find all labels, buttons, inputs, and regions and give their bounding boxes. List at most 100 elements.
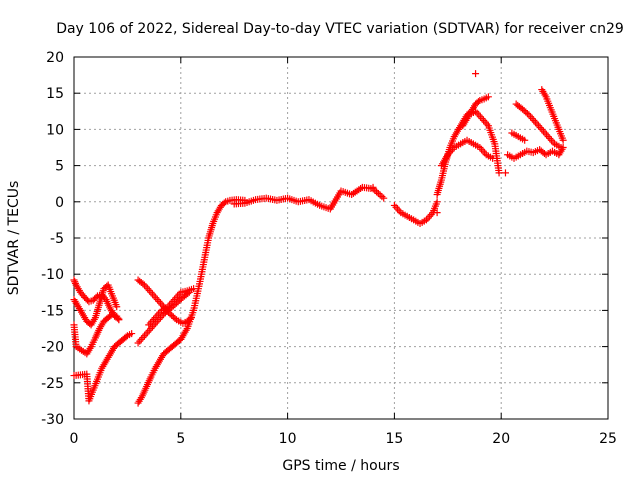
series-late-tail: [504, 144, 567, 162]
series-early-rise: [70, 330, 136, 405]
data-point-fill: [392, 203, 400, 211]
data-point: [380, 194, 388, 202]
y-axis: -30 -25 -20 -15 -10 -5 0 5 10 15 20: [41, 50, 608, 428]
data-point: [128, 330, 136, 338]
data-point-fill: [378, 193, 386, 201]
data-point-fill: [547, 136, 555, 144]
data-point: [433, 198, 441, 206]
data-point-fill: [473, 109, 481, 117]
y-axis-label: SDTVAR / TECUs: [6, 181, 22, 296]
x-axis-label: GPS time / hours: [282, 458, 399, 474]
data-point-fill: [376, 191, 384, 199]
x-axis: 0 5 10 15 20 25: [70, 57, 617, 447]
y-tick-label: 20: [46, 50, 64, 66]
data-point-fill: [535, 122, 543, 130]
data-points: [70, 70, 567, 407]
series-late-arc: [459, 107, 503, 177]
data-point-fill: [541, 129, 549, 137]
data-point-fill: [145, 286, 153, 294]
x-tick-label: 25: [599, 431, 617, 447]
x-tick-label: 15: [385, 431, 403, 447]
data-point: [134, 339, 142, 347]
series-dip: [390, 198, 441, 228]
data-point-fill: [394, 205, 402, 213]
series-outliers: [369, 70, 509, 217]
data-point: [390, 201, 398, 209]
data-point-fill: [527, 113, 535, 121]
chart-title: Day 106 of 2022, Sidereal Day-to-day VTE…: [56, 21, 624, 37]
data-point-fill: [144, 285, 152, 293]
y-tick-label: 15: [46, 86, 64, 102]
data-point-fill: [220, 199, 228, 207]
data-point-fill: [155, 297, 163, 305]
data-point-fill: [137, 335, 145, 343]
y-tick-label: -20: [41, 340, 64, 356]
series-late-upper-b: [512, 100, 565, 151]
data-point-fill: [481, 118, 489, 126]
series-late-upper-c: [538, 86, 567, 144]
grid: [74, 57, 608, 419]
data-point: [478, 115, 486, 123]
data-point: [557, 144, 565, 151]
x-tick-label: 20: [492, 431, 510, 447]
data-point-fill: [374, 189, 382, 197]
x-tick-label: 10: [279, 431, 297, 447]
data-point-fill: [142, 283, 150, 291]
data-point: [501, 169, 509, 177]
data-point: [153, 296, 161, 304]
series-rise-a: [134, 335, 185, 407]
data-point-fill: [373, 188, 381, 196]
y-tick-label: -25: [41, 376, 64, 392]
data-point: [115, 316, 123, 324]
x-tick-label: 5: [176, 431, 185, 447]
data-point: [113, 303, 121, 311]
y-tick-label: -5: [50, 231, 64, 247]
y-tick-label: 5: [55, 159, 64, 175]
data-point-fill: [139, 280, 147, 288]
data-point-fill: [523, 109, 531, 117]
series-plateau: [230, 183, 388, 213]
data-point-fill: [171, 314, 179, 322]
data-point-fill: [136, 337, 144, 345]
data-point-fill: [150, 292, 158, 300]
data-point: [559, 136, 567, 144]
data-point: [484, 93, 492, 101]
data-point-fill: [148, 290, 156, 298]
data-point: [544, 133, 552, 141]
series-late-upper-a: [508, 129, 529, 144]
data-point-fill: [476, 113, 484, 121]
y-tick-label: 10: [46, 122, 64, 138]
series-early-arc-mid: [70, 281, 121, 329]
data-point: [538, 125, 546, 133]
data-point-fill: [530, 116, 538, 124]
data-point-fill: [533, 120, 541, 128]
data-point-fill: [546, 134, 554, 142]
data-point: [147, 288, 155, 296]
data-point-fill: [71, 278, 79, 286]
x-tick-label: 0: [70, 431, 79, 447]
series-early-arc-lower: [70, 310, 123, 358]
data-point-fill: [539, 127, 547, 135]
data-point: [495, 169, 503, 177]
series-main-rise: [177, 196, 249, 343]
series-late-band: [437, 136, 497, 170]
series-arc-c: [134, 276, 195, 327]
data-point-fill: [536, 124, 544, 132]
data-point-fill: [426, 212, 434, 220]
series-arc-d: [145, 285, 198, 329]
y-tick-label: -15: [41, 303, 64, 319]
data-point-fill: [144, 328, 152, 336]
data-point-fill: [142, 330, 150, 338]
data-point-fill: [474, 98, 482, 106]
data-point-fill: [139, 334, 147, 342]
data-point: [140, 332, 148, 340]
data-point-fill: [528, 115, 536, 123]
data-point: [472, 70, 480, 78]
data-point: [531, 118, 539, 126]
data-point-fill: [157, 299, 165, 307]
data-point-fill: [122, 333, 130, 341]
data-point: [369, 183, 377, 191]
data-point-fill: [152, 294, 160, 302]
y-tick-label: -10: [41, 267, 64, 283]
